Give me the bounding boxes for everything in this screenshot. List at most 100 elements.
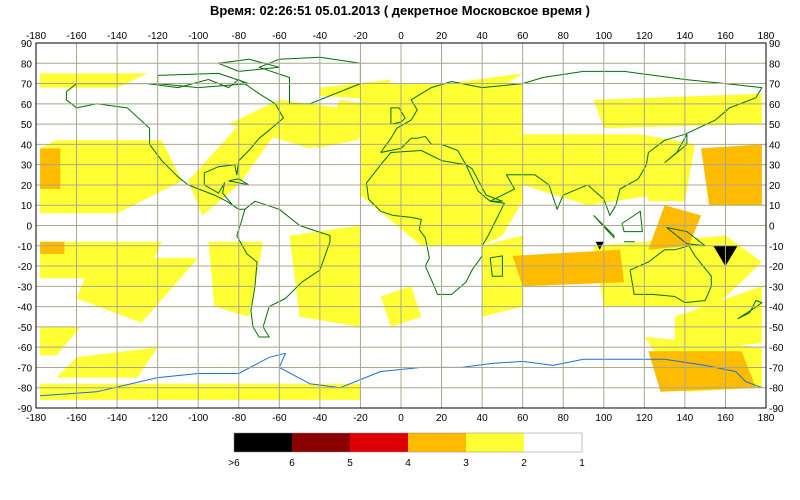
lon-tick-label-top: -160 bbox=[67, 31, 87, 42]
legend-swatch bbox=[524, 433, 582, 452]
lat-tick-label-right: 70 bbox=[769, 80, 781, 91]
zone-level-2 bbox=[289, 225, 361, 327]
lat-tick-label-left: -10 bbox=[18, 242, 33, 253]
coastline bbox=[621, 210, 643, 233]
lon-tick-label-bottom: 20 bbox=[436, 413, 448, 424]
lat-tick-label-right: 30 bbox=[769, 161, 781, 172]
zone-level-2 bbox=[674, 286, 762, 352]
zone-level-3 bbox=[648, 205, 702, 250]
zone-level-2 bbox=[445, 73, 523, 100]
lat-tick-label-left: 90 bbox=[21, 39, 33, 50]
legend: >6 6 5 4 3 2 1 bbox=[228, 432, 585, 469]
lat-tick-label-right: 20 bbox=[769, 181, 781, 192]
lon-tick-label-bottom: -140 bbox=[107, 413, 127, 424]
lat-tick-label-left: -50 bbox=[18, 323, 33, 334]
lat-tick-label-right: -40 bbox=[769, 303, 784, 314]
lon-tick-label-bottom: 0 bbox=[398, 413, 404, 424]
lat-tick-label-right: -30 bbox=[769, 282, 784, 293]
lat-tick-label-left: 60 bbox=[21, 100, 33, 111]
lat-tick-label-right: -70 bbox=[769, 363, 784, 374]
lon-tick-label-top: -100 bbox=[188, 31, 208, 42]
lat-tick-label-left: 10 bbox=[21, 201, 33, 212]
lat-tick-label-left: -30 bbox=[18, 282, 33, 293]
lat-tick-label-right: -20 bbox=[769, 262, 784, 273]
lon-tick-label-bottom: 160 bbox=[717, 413, 734, 424]
lon-tick-label-top: -60 bbox=[272, 31, 287, 42]
lon-tick-label-top: -80 bbox=[232, 31, 247, 42]
lon-tick-label-top: -180 bbox=[26, 31, 46, 42]
legend-swatch bbox=[234, 433, 292, 452]
lat-tick-label-left: 30 bbox=[21, 161, 33, 172]
lon-tick-label-bottom: -60 bbox=[272, 413, 287, 424]
zone-level-2 bbox=[522, 134, 655, 206]
lon-tick-label-top: -120 bbox=[148, 31, 168, 42]
lon-tick-label-bottom: 60 bbox=[517, 413, 529, 424]
zone-level-3 bbox=[648, 351, 756, 392]
lat-tick-label-left: -90 bbox=[18, 404, 33, 415]
lat-tick-label-right: -10 bbox=[769, 242, 784, 253]
lat-tick-label-right: 10 bbox=[769, 201, 781, 212]
zone-level-3 bbox=[512, 249, 625, 287]
zone-level-2 bbox=[593, 93, 762, 129]
lon-tick-label-bottom: -20 bbox=[353, 413, 368, 424]
zone-level-3 bbox=[40, 241, 65, 254]
lat-tick-label-left: -80 bbox=[18, 384, 33, 395]
legend-label: 3 bbox=[463, 458, 469, 469]
lon-tick-label-bottom: -100 bbox=[188, 413, 208, 424]
lat-tick-label-left: -70 bbox=[18, 363, 33, 374]
lon-tick-label-top: 100 bbox=[595, 31, 612, 42]
map-title: Время: 02:26:51 05.01.2013 ( декретное М… bbox=[209, 3, 591, 18]
lon-tick-label-top: -40 bbox=[313, 31, 328, 42]
coastline bbox=[664, 133, 688, 163]
lon-tick-label-top: 60 bbox=[517, 31, 529, 42]
legend-label: >6 bbox=[228, 458, 240, 469]
coastline bbox=[737, 300, 763, 320]
legend-swatch bbox=[350, 433, 408, 452]
lon-tick-label-bottom: 100 bbox=[595, 413, 612, 424]
lon-tick-label-bottom: 80 bbox=[558, 413, 570, 424]
lat-tick-label-right: -80 bbox=[769, 384, 784, 395]
legend-label: 4 bbox=[405, 458, 411, 469]
map-frame bbox=[35, 42, 767, 409]
legend-label: 6 bbox=[289, 458, 295, 469]
lon-tick-label-bottom: -120 bbox=[148, 413, 168, 424]
coastline bbox=[489, 255, 503, 277]
zone-level-2 bbox=[56, 347, 158, 378]
coastline bbox=[390, 107, 406, 125]
lon-tick-label-top: 120 bbox=[636, 31, 653, 42]
legend-label: 2 bbox=[521, 458, 527, 469]
lon-tick-label-bottom: -40 bbox=[313, 413, 328, 424]
lon-tick-label-top: 20 bbox=[436, 31, 448, 42]
zone-level-3 bbox=[701, 144, 762, 206]
zone-level-2 bbox=[76, 257, 199, 323]
zone-level-2 bbox=[40, 73, 148, 88]
lon-tick-label-top: -20 bbox=[353, 31, 368, 42]
lon-tick-label-top: 140 bbox=[677, 31, 694, 42]
coastline bbox=[65, 79, 331, 338]
lon-tick-label-bottom: 140 bbox=[677, 413, 694, 424]
axis-labels: -180-180-160-160-140-140-120-120-100-100… bbox=[18, 31, 784, 424]
lat-tick-label-left: -40 bbox=[18, 303, 33, 314]
zone-level-2 bbox=[40, 326, 81, 356]
lat-tick-label-left: 70 bbox=[21, 80, 33, 91]
lat-tick-label-left: -20 bbox=[18, 262, 33, 273]
lon-tick-label-bottom: 180 bbox=[758, 413, 775, 424]
lon-tick-label-top: 80 bbox=[558, 31, 570, 42]
lat-tick-label-left: 0 bbox=[26, 222, 32, 233]
legend-frame bbox=[233, 432, 583, 453]
zone-level-3 bbox=[40, 148, 61, 189]
lon-tick-label-top: 160 bbox=[717, 31, 734, 42]
lon-tick-label-bottom: 120 bbox=[636, 413, 653, 424]
lat-tick-label-right: -60 bbox=[769, 343, 784, 354]
lat-tick-label-left: -60 bbox=[18, 343, 33, 354]
lat-tick-label-left: 20 bbox=[21, 181, 33, 192]
legend-swatch bbox=[408, 433, 466, 452]
legend-label: 5 bbox=[347, 458, 353, 469]
lat-tick-label-right: 90 bbox=[769, 39, 781, 50]
lat-tick-label-right: 80 bbox=[769, 59, 781, 70]
lat-tick-label-right: 40 bbox=[769, 140, 781, 151]
lat-tick-label-left: 50 bbox=[21, 120, 33, 131]
lat-tick-label-left: 40 bbox=[21, 140, 33, 151]
legend-swatch bbox=[466, 433, 524, 452]
